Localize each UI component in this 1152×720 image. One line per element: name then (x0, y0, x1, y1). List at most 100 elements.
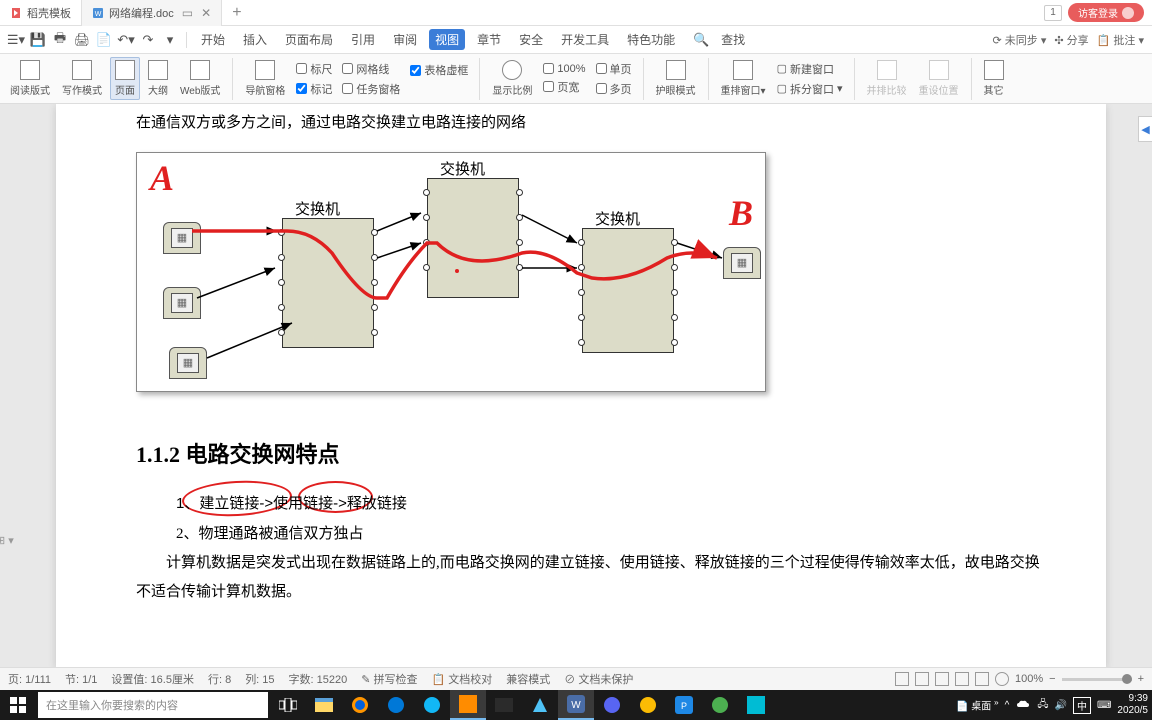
zoom-out[interactable]: − (1049, 673, 1055, 685)
sync-status[interactable]: ⟳ 未同步 ▾ (993, 32, 1047, 48)
document-page[interactable]: ⊞ ▾ 在通信双方或多方之间，通过电路交换建立电路连接的网络 交换机 交换机 交… (56, 104, 1106, 667)
status-doccheck[interactable]: 📋 文档校对 (432, 671, 493, 687)
menu-layout[interactable]: 页面布局 (279, 29, 339, 50)
tab-restore-icon[interactable]: ▭ (182, 6, 193, 20)
tab-document-label: 网络编程.doc (109, 5, 174, 21)
menu-start[interactable]: 开始 (195, 29, 231, 50)
share-button[interactable]: ✣ 分享 (1054, 32, 1088, 48)
print-direct-icon[interactable]: 🖶 (52, 32, 68, 48)
btn-splitwindow[interactable]: ▢ 拆分窗口▾ (774, 80, 846, 98)
check-pagewidth[interactable]: 页宽 (540, 78, 588, 96)
approve-button[interactable]: 📋 批注 ▾ (1097, 32, 1144, 48)
tab-template[interactable]: 稻壳模板 (0, 0, 82, 26)
status-spell[interactable]: ✎ 拼写检查 (361, 671, 417, 687)
tab-close-icon[interactable]: ✕ (201, 6, 211, 20)
task-qq[interactable] (414, 690, 450, 720)
task-app3[interactable] (594, 690, 630, 720)
search-input[interactable]: 在这里输入你要搜索的内容 (38, 692, 268, 718)
menu-special[interactable]: 特色功能 (621, 29, 681, 50)
check-markup[interactable]: 标记 (293, 80, 335, 98)
ribbon-other[interactable]: 其它 (980, 58, 1008, 99)
tab-document[interactable]: W 网络编程.doc ▭ ✕ (82, 0, 222, 26)
new-tab-button[interactable]: + (222, 4, 251, 22)
status-protect[interactable]: ⊘ 文档未保护 (564, 671, 633, 687)
tray-onedrive-icon[interactable] (1015, 697, 1031, 713)
status-page[interactable]: 页: 1/111 (8, 671, 51, 687)
view-eye-icon[interactable] (995, 672, 1009, 686)
ribbon-read-mode[interactable]: 阅读版式 (6, 58, 54, 99)
view-read-icon[interactable] (915, 672, 929, 686)
switch-label-2: 交换机 (440, 158, 485, 179)
zoom-in[interactable]: + (1138, 673, 1144, 685)
zoom-value[interactable]: 100% (1015, 673, 1043, 685)
task-firefox[interactable] (342, 690, 378, 720)
save-icon[interactable]: 💾 (30, 32, 46, 48)
view-fullscreen-icon[interactable] (895, 672, 909, 686)
check-ruler[interactable]: 标尺 (293, 60, 335, 78)
windows-icon (10, 697, 26, 713)
check-singlepage[interactable]: 单页 (593, 60, 635, 78)
status-words[interactable]: 字数: 15220 (289, 671, 348, 687)
svg-text:W: W (571, 700, 581, 711)
menu-devtools[interactable]: 开发工具 (555, 29, 615, 50)
menu-reference[interactable]: 引用 (345, 29, 381, 50)
check-taskpane[interactable]: 任务窗格 (339, 80, 403, 98)
view-web-icon[interactable] (975, 672, 989, 686)
btn-newwindow[interactable]: ▢ 新建窗口 (774, 60, 846, 78)
check-100[interactable]: 100% (540, 62, 588, 76)
tray-clock[interactable]: 9:39 2020/5 (1117, 693, 1148, 717)
menu-chapter[interactable]: 章节 (471, 29, 507, 50)
task-app5[interactable] (702, 690, 738, 720)
zoom-slider[interactable] (1062, 678, 1132, 681)
check-virtual[interactable]: 表格虚框 (407, 61, 471, 79)
menu-security[interactable]: 安全 (513, 29, 549, 50)
search-icon[interactable]: 🔍 (693, 32, 709, 48)
login-button[interactable]: 访客登录 (1068, 3, 1144, 22)
view-page-icon[interactable] (935, 672, 949, 686)
ribbon-outline[interactable]: 大纲 (144, 58, 172, 99)
ribbon-write-mode[interactable]: 写作模式 (58, 58, 106, 99)
dropdown-icon[interactable]: ▾ (162, 32, 178, 48)
status-compat: 兼容模式 (506, 671, 550, 687)
menubar: ☰▾ 💾 🖶 🖨 📄 ↶▾ ↷ ▾ 开始 插入 页面布局 引用 审阅 视图 章节… (0, 26, 1152, 54)
ribbon-scale[interactable]: 显示比例 (488, 58, 536, 99)
tray-ime[interactable]: 中 (1073, 697, 1091, 714)
task-wps[interactable]: W (558, 690, 594, 720)
task-app6[interactable] (738, 690, 774, 720)
view-outline-icon[interactable] (955, 672, 969, 686)
redo-icon[interactable]: ↷ (140, 32, 156, 48)
task-edge[interactable] (378, 690, 414, 720)
side-panel-tab[interactable]: ◀ (1138, 116, 1152, 142)
undo-icon[interactable]: ↶▾ (118, 32, 134, 48)
check-gridlines[interactable]: 网格线 (339, 60, 403, 78)
start-button[interactable] (0, 690, 36, 720)
menu-icon[interactable]: ☰▾ (8, 32, 24, 48)
menu-review[interactable]: 审阅 (387, 29, 423, 50)
task-terminal[interactable] (486, 690, 522, 720)
task-pp[interactable]: P (666, 690, 702, 720)
tray-chevron[interactable]: ^ (1005, 700, 1010, 711)
task-view-icon[interactable] (270, 690, 306, 720)
ribbon-navpane[interactable]: 导航窗格 (241, 58, 289, 99)
ribbon-arrange[interactable]: 重排窗口▾ (717, 58, 770, 99)
ribbon-eye[interactable]: 护眼模式 (652, 58, 700, 99)
ribbon-web[interactable]: Web版式 (176, 58, 224, 99)
tray-volume-icon[interactable]: 🔊 (1055, 700, 1067, 711)
preview-icon[interactable]: 📄 (96, 32, 112, 48)
tray-keyboard-icon[interactable]: ⌨ (1097, 700, 1111, 711)
outline-icon[interactable]: ⊞ ▾ (0, 534, 14, 547)
tray-network-icon[interactable]: 🖧 (1037, 697, 1048, 714)
tray-desktop[interactable]: 📄 桌面 » (956, 697, 999, 712)
check-multipage[interactable]: 多页 (593, 80, 635, 98)
print-icon[interactable]: 🖨 (74, 32, 90, 48)
task-app4[interactable] (630, 690, 666, 720)
task-app1[interactable] (450, 690, 486, 720)
task-explorer[interactable] (306, 690, 342, 720)
task-app2[interactable] (522, 690, 558, 720)
menu-insert[interactable]: 插入 (237, 29, 273, 50)
notification-badge[interactable]: 1 (1044, 5, 1062, 21)
menu-search[interactable]: 查找 (715, 29, 751, 50)
menu-view[interactable]: 视图 (429, 29, 465, 50)
docer-icon (10, 7, 22, 19)
ribbon-page[interactable]: 页面 (110, 57, 140, 100)
